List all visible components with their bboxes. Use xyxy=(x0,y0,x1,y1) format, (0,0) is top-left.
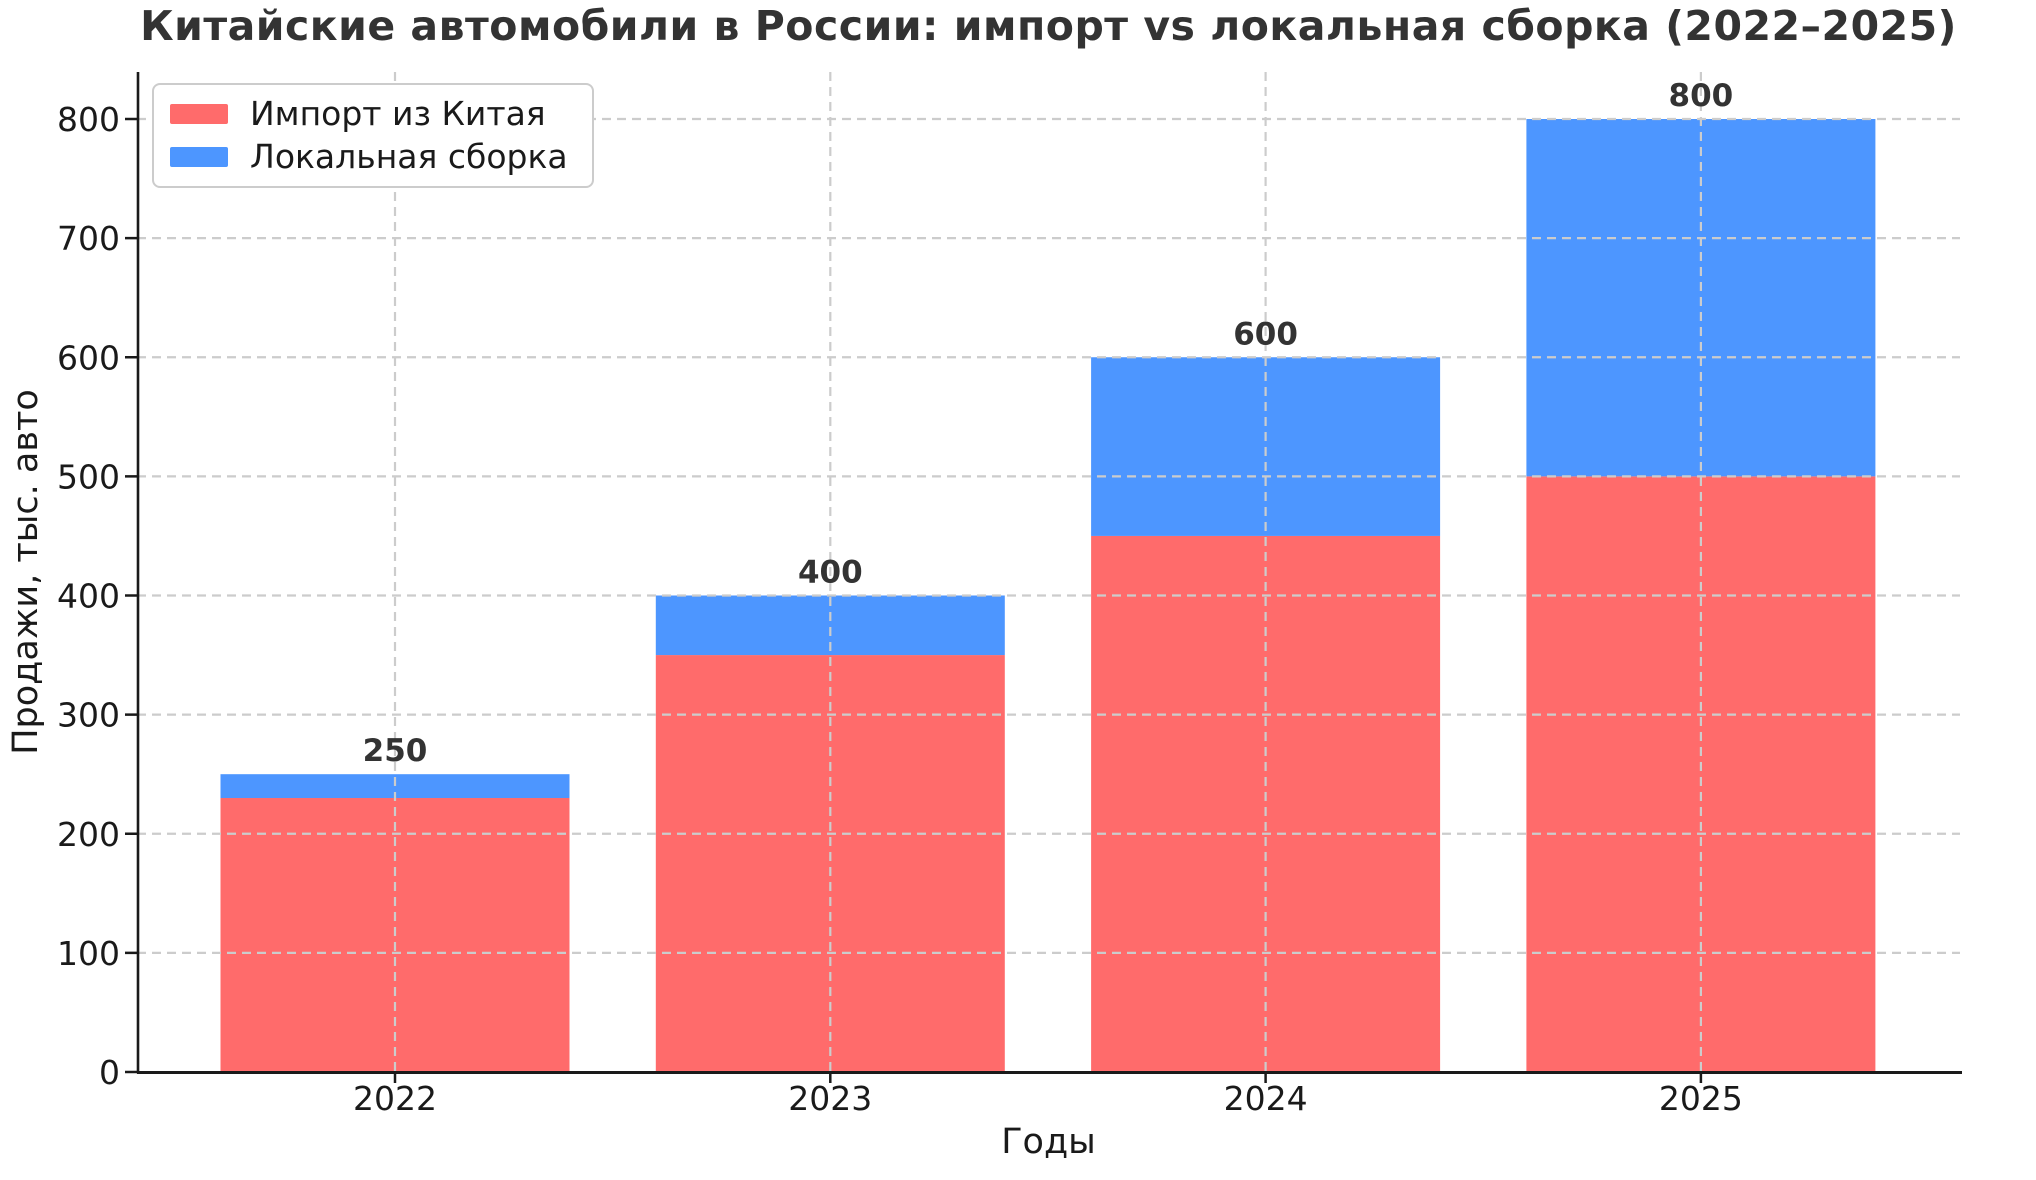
legend-item-import: Импорт из Китая xyxy=(170,94,568,133)
y-tick-label-100: 100 xyxy=(57,934,120,973)
value-label-2024: 600 xyxy=(1233,316,1298,352)
y-tick-label-300: 300 xyxy=(57,696,120,735)
x-tick-label-2023: 2023 xyxy=(788,1079,872,1118)
bar-segment-local-2022 xyxy=(220,774,570,799)
y-axis-label: Продажи, тыс. авто xyxy=(6,389,46,755)
y-tick-label-600: 600 xyxy=(57,338,120,377)
y-tick-label-700: 700 xyxy=(57,219,120,258)
x-tick-label-2022: 2022 xyxy=(353,1079,437,1118)
y-tick-label-500: 500 xyxy=(57,457,120,496)
x-tick-label-2024: 2024 xyxy=(1224,1079,1308,1118)
legend: Импорт из Китая Локальная сборка xyxy=(152,83,594,189)
legend-swatch-local xyxy=(170,146,228,167)
legend-label-import: Импорт из Китая xyxy=(250,94,546,133)
y-tick-label-800: 800 xyxy=(57,100,120,139)
y-tick-label-200: 200 xyxy=(57,815,120,854)
value-label-2023: 400 xyxy=(798,555,863,591)
legend-item-local: Локальная сборка xyxy=(170,136,568,176)
chart-title: Китайские автомобили в России: импорт vs… xyxy=(140,2,1957,50)
y-tick-label-0: 0 xyxy=(99,1053,120,1092)
y-tick-label-400: 400 xyxy=(57,577,120,616)
legend-swatch-import xyxy=(170,104,228,125)
legend-label-local: Локальная сборка xyxy=(250,136,568,176)
x-tick-label-2025: 2025 xyxy=(1659,1079,1743,1118)
bar-segment-import-2025 xyxy=(1526,476,1876,1072)
bar-segment-import-2024 xyxy=(1091,535,1441,1072)
value-label-2025: 800 xyxy=(1669,78,1734,114)
value-label-2022: 250 xyxy=(363,733,428,769)
x-axis-label: Годы xyxy=(1001,1122,1096,1162)
